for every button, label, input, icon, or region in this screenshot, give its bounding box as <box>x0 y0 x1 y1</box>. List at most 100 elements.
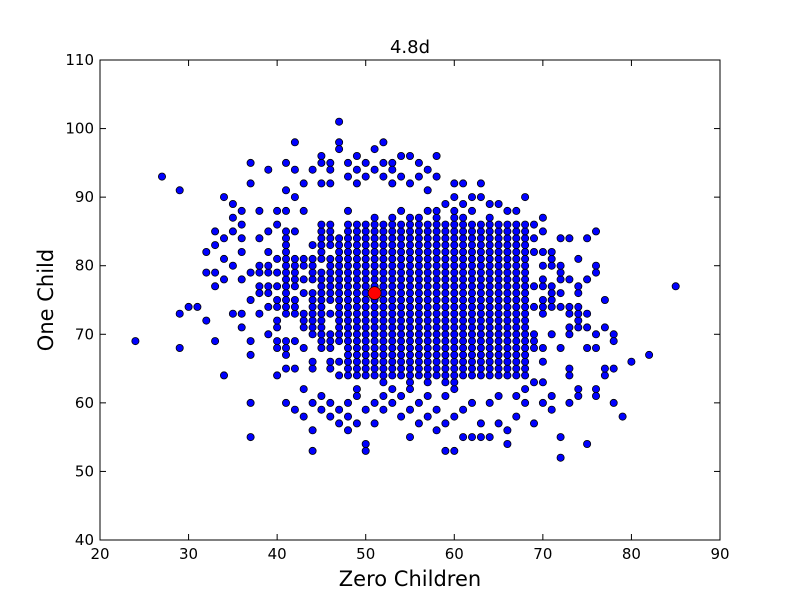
scatter-point <box>467 275 476 284</box>
scatter-point <box>343 316 352 325</box>
scatter-point <box>547 391 556 400</box>
scatter-point <box>290 364 299 373</box>
scatter-point <box>592 330 601 339</box>
scatter-point <box>441 309 450 318</box>
scatter-point <box>273 302 282 311</box>
scatter-point <box>565 309 574 318</box>
scatter-point <box>459 199 468 208</box>
scatter-point <box>423 261 432 270</box>
scatter-point <box>352 343 361 352</box>
scatter-point <box>219 254 228 263</box>
scatter-point <box>432 241 441 250</box>
scatter-point <box>423 234 432 243</box>
scatter-point <box>459 323 468 332</box>
scatter-point <box>609 330 618 339</box>
scatter-point <box>397 268 406 277</box>
scatter-point <box>503 206 512 215</box>
scatter-point <box>485 268 494 277</box>
scatter-point <box>450 261 459 270</box>
scatter-point <box>476 295 485 304</box>
scatter-point <box>467 364 476 373</box>
scatter-point <box>273 282 282 291</box>
scatter-point <box>565 398 574 407</box>
scatter-point <box>565 275 574 284</box>
scatter-point <box>308 268 317 277</box>
scatter-point <box>273 316 282 325</box>
scatter-point <box>388 357 397 366</box>
scatter-point <box>343 282 352 291</box>
scatter-point <box>441 357 450 366</box>
scatter-point <box>423 350 432 359</box>
scatter-point <box>388 295 397 304</box>
scatter-point <box>530 343 539 352</box>
scatter-point <box>379 323 388 332</box>
scatter-point <box>459 234 468 243</box>
scatter-point <box>494 289 503 298</box>
scatter-point <box>414 254 423 263</box>
scatter-point <box>343 275 352 284</box>
scatter-point <box>512 364 521 373</box>
scatter-point <box>397 295 406 304</box>
scatter-point <box>370 261 379 270</box>
scatter-point <box>281 254 290 263</box>
scatter-point <box>370 343 379 352</box>
scatter-point <box>547 289 556 298</box>
scatter-point <box>414 234 423 243</box>
scatter-point <box>441 247 450 256</box>
scatter-point <box>281 186 290 195</box>
scatter-point <box>388 385 397 394</box>
scatter-point <box>370 227 379 236</box>
scatter-point <box>317 234 326 243</box>
scatter-point <box>459 289 468 298</box>
scatter-point <box>547 302 556 311</box>
scatter-point <box>335 419 344 428</box>
scatter-point <box>264 289 273 298</box>
scatter-point <box>326 241 335 250</box>
scatter-point <box>370 371 379 380</box>
scatter-point <box>361 295 370 304</box>
scatter-point <box>600 364 609 373</box>
scatter-point <box>512 343 521 352</box>
scatter-point <box>361 343 370 352</box>
scatter-point <box>246 433 255 442</box>
scatter-point <box>290 337 299 346</box>
scatter-point <box>538 378 547 387</box>
scatter-point <box>343 398 352 407</box>
scatter-point <box>609 337 618 346</box>
scatter-point <box>405 227 414 236</box>
scatter-point <box>547 254 556 263</box>
scatter-point <box>530 419 539 428</box>
scatter-point <box>370 275 379 284</box>
scatter-point <box>361 316 370 325</box>
scatter-point <box>370 241 379 250</box>
scatter-point <box>370 398 379 407</box>
scatter-point <box>388 220 397 229</box>
scatter-point <box>432 309 441 318</box>
scatter-point <box>459 247 468 256</box>
scatter-point <box>423 309 432 318</box>
scatter-point <box>405 213 414 222</box>
scatter-point <box>494 199 503 208</box>
scatter-point <box>512 289 521 298</box>
scatter-point <box>379 254 388 263</box>
scatter-point <box>521 227 530 236</box>
scatter-point <box>494 275 503 284</box>
scatter-point <box>530 234 539 243</box>
scatter-point <box>432 151 441 160</box>
scatter-point <box>476 309 485 318</box>
scatter-point <box>379 330 388 339</box>
scatter-point <box>450 275 459 284</box>
scatter-point <box>583 439 592 448</box>
scatter-point <box>432 275 441 284</box>
scatter-point <box>521 337 530 346</box>
scatter-point <box>521 385 530 394</box>
scatter-point <box>414 357 423 366</box>
scatter-point <box>299 412 308 421</box>
scatter-point <box>414 371 423 380</box>
scatter-point <box>281 337 290 346</box>
scatter-point <box>494 357 503 366</box>
scatter-point <box>530 220 539 229</box>
scatter-point <box>370 234 379 243</box>
scatter-point <box>521 241 530 250</box>
scatter-point <box>512 261 521 270</box>
